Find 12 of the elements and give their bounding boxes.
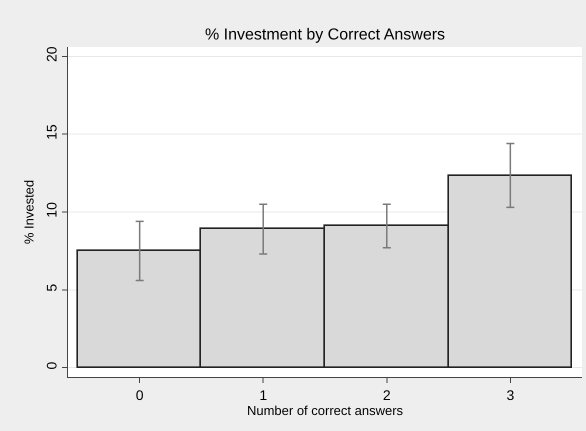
y-tick-label: 5 bbox=[43, 284, 60, 292]
x-tick-label: 0 bbox=[136, 386, 144, 403]
y-tick-label: 10 bbox=[43, 202, 60, 218]
x-axis-title: Number of correct answers bbox=[246, 402, 404, 418]
y-axis-title: % Invested bbox=[21, 180, 36, 244]
y-tick-label: 0 bbox=[43, 361, 60, 370]
x-tick-label: 3 bbox=[506, 386, 514, 403]
x-tick-label: 1 bbox=[259, 386, 268, 403]
y-tick-label: 20 bbox=[43, 46, 60, 62]
y-tick-label: 15 bbox=[43, 124, 60, 140]
x-tick-label: 2 bbox=[382, 386, 391, 403]
chart-title: % Investment by Correct Answers bbox=[204, 26, 446, 44]
